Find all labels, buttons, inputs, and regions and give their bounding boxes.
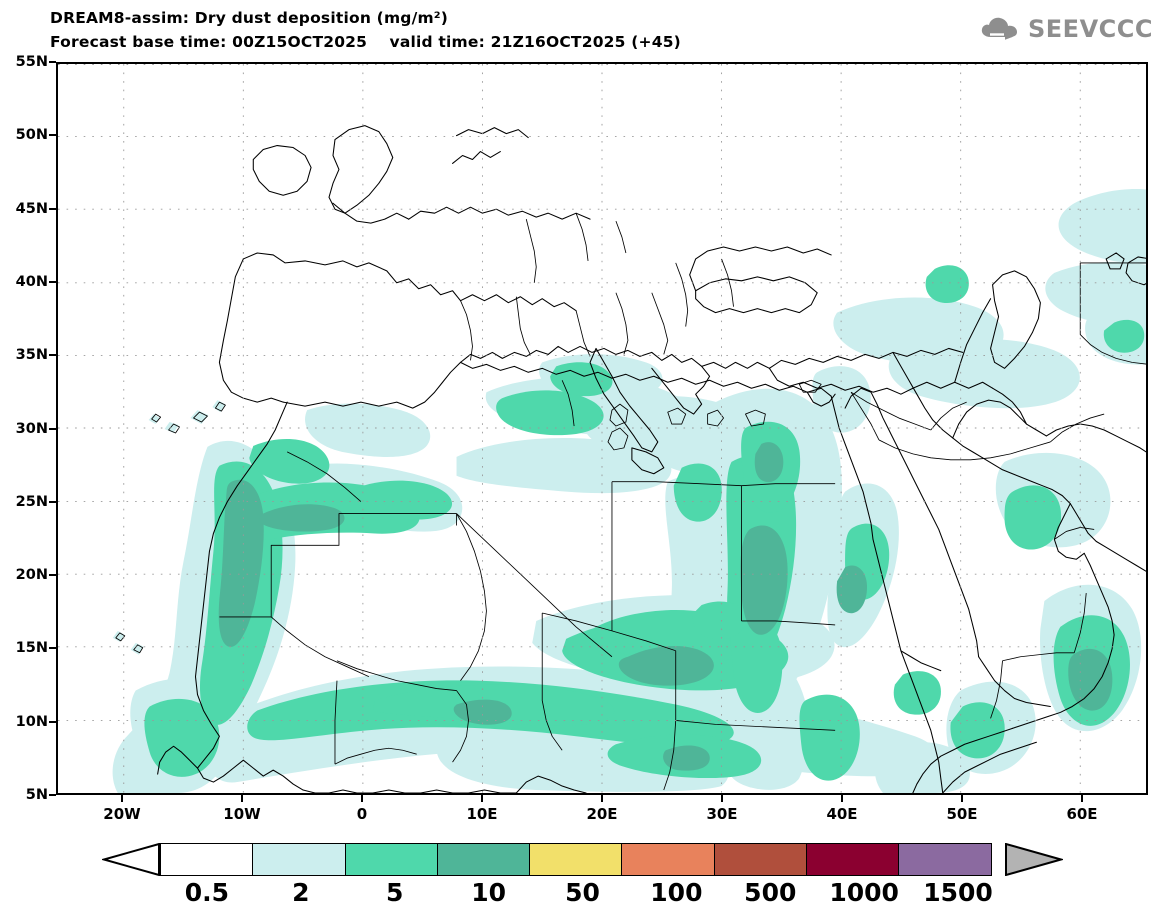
y-axis-tick xyxy=(49,500,56,503)
x-axis-label: 40E xyxy=(826,805,858,823)
x-axis-label: 30E xyxy=(706,805,738,823)
colorbar-swatch xyxy=(160,843,254,876)
x-axis-label: 20W xyxy=(103,805,141,823)
y-axis-tick xyxy=(49,61,56,63)
colorbar-tick-label: 2 xyxy=(292,878,310,907)
colorbar-tick-labels: 0.5 2 5 10 50 100 500 1000 1500 xyxy=(160,878,1005,912)
x-axis-tick xyxy=(241,795,243,802)
x-axis-label: 60E xyxy=(1066,805,1098,823)
page-title: DREAM8-assim: Dry dust deposition (mg/m²… xyxy=(50,9,449,27)
colorbar-tick-label: 1000 xyxy=(829,878,899,907)
seevccc-logo: SEEVCCC xyxy=(979,12,1153,46)
x-axis-tick xyxy=(481,795,483,802)
x-axis-label: 10E xyxy=(466,805,498,823)
x-axis-label: 0 xyxy=(356,805,368,823)
y-axis-tick xyxy=(49,574,56,577)
y-axis-tick xyxy=(49,280,56,283)
colorbar-tick-label: 50 xyxy=(565,878,600,907)
colorbar-tick-label: 10 xyxy=(471,878,507,907)
y-axis-label: 50N xyxy=(15,127,48,144)
map-country-borders xyxy=(115,213,1146,791)
colorbar-swatch xyxy=(898,843,993,876)
x-axis-label: 20E xyxy=(586,805,618,823)
y-axis-tick xyxy=(49,427,56,430)
colorbar-swatch xyxy=(252,843,347,876)
y-axis-label: 5N xyxy=(25,787,48,803)
x-axis-tick xyxy=(721,795,723,802)
colorbar-swatch xyxy=(621,843,716,876)
colorbar: 0.5 2 5 10 50 100 500 1000 1500 xyxy=(102,843,1063,907)
colorbar-swatch xyxy=(805,843,900,876)
x-axis-tick xyxy=(601,795,603,802)
colorbar-swatch xyxy=(344,843,439,876)
colorbar-tick-label: 5 xyxy=(386,878,404,907)
y-axis-tick xyxy=(49,207,56,210)
y-axis-tick xyxy=(49,794,56,796)
colorbar-swatches xyxy=(160,843,1005,876)
dust-contour-band-5-10 xyxy=(218,442,1113,771)
map-coastlines xyxy=(157,125,1146,793)
y-axis-tick xyxy=(49,720,56,723)
y-axis-label: 45N xyxy=(15,200,48,217)
colorbar-tick-label: 500 xyxy=(744,878,797,907)
x-axis-tick xyxy=(1081,795,1083,802)
logo-text: SEEVCCC xyxy=(1028,15,1153,43)
x-axis-tick xyxy=(121,795,123,802)
colorbar-under-arrow xyxy=(102,843,160,876)
colorbar-tick-label: 100 xyxy=(650,878,703,907)
y-axis-label: 40N xyxy=(15,273,48,290)
y-axis-label: 20N xyxy=(15,567,48,584)
dust-deposition-map xyxy=(58,64,1146,793)
x-axis-label: 10W xyxy=(223,805,261,823)
map-plot-area xyxy=(56,62,1148,795)
x-axis-label: 50E xyxy=(946,805,978,823)
colorbar-tick-label: 0.5 xyxy=(184,878,230,907)
cloud-icon xyxy=(981,17,1017,40)
y-axis-label: 25N xyxy=(15,493,48,510)
colorbar-swatch xyxy=(529,843,623,876)
y-axis-tick xyxy=(49,647,56,650)
forecast-time-subtitle: Forecast base time: 00Z15OCT2025 valid t… xyxy=(50,33,681,51)
chart-header: DREAM8-assim: Dry dust deposition (mg/m²… xyxy=(0,0,1165,60)
x-axis-tick xyxy=(961,795,963,802)
x-axis-tick xyxy=(361,795,363,802)
colorbar-over-arrow xyxy=(1005,843,1063,876)
y-axis-label: 35N xyxy=(15,347,48,364)
y-axis-tick xyxy=(49,134,56,137)
y-axis-label: 55N xyxy=(15,54,48,70)
colorbar-swatch xyxy=(436,843,531,876)
y-axis-label: 30N xyxy=(15,420,48,437)
colorbar-tick-label: 1500 xyxy=(923,878,993,907)
y-axis-tick xyxy=(49,354,56,357)
x-axis-tick xyxy=(841,795,843,802)
colorbar-swatch xyxy=(713,843,808,876)
map-gridlines xyxy=(58,64,1146,793)
y-axis-label: 15N xyxy=(15,640,48,657)
y-axis-label: 10N xyxy=(15,713,48,730)
